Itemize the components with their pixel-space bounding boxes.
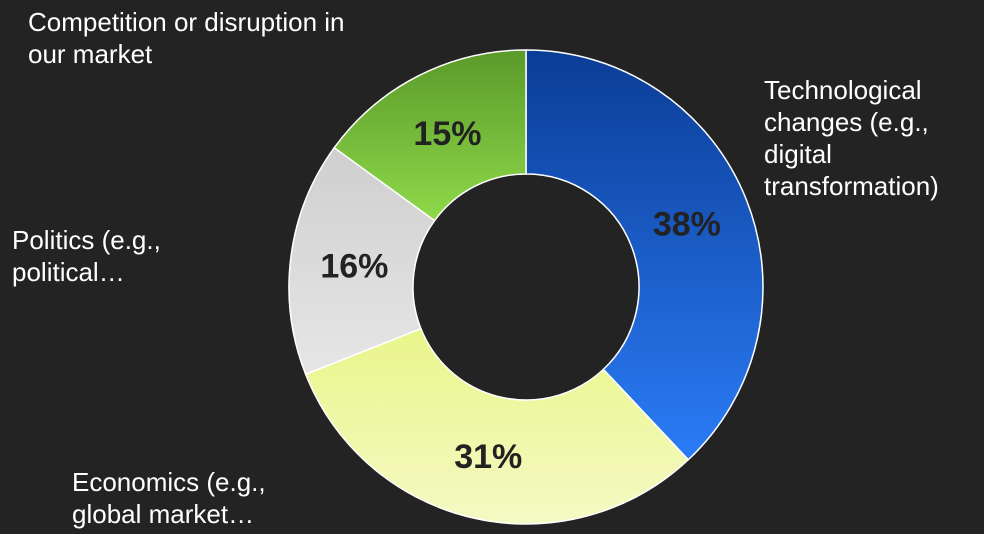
slice-competition — [333, 49, 527, 222]
label-politics: Politics (e.g., political… — [12, 225, 161, 287]
slice-economics — [304, 327, 690, 525]
slice-technological — [525, 49, 764, 461]
label-competition: Competition or disruption in our market — [28, 7, 345, 69]
pct-label-economics: 31% — [454, 438, 522, 476]
pct-label-politics: 16% — [320, 247, 388, 285]
label-economics: Economics (e.g., global market… — [72, 467, 266, 529]
slice-politics — [288, 146, 436, 376]
label-technological: Technological changes (e.g., digital tra… — [764, 75, 939, 201]
pct-label-technological: 38% — [653, 205, 721, 243]
pct-label-competition: 15% — [413, 115, 481, 153]
